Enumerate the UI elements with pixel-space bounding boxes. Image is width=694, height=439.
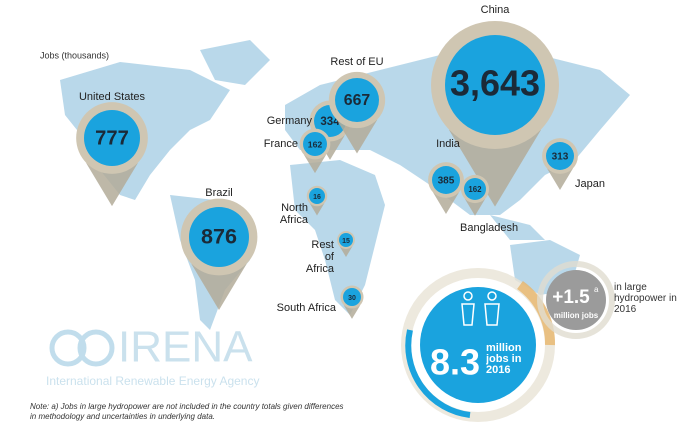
hydropower-label-box: in large hydropower in 2016 xyxy=(614,282,677,315)
pin-value: 334 xyxy=(320,116,340,128)
pin xyxy=(546,142,574,170)
pin xyxy=(189,207,249,267)
pin-value: 30 xyxy=(348,295,356,302)
hydropower-badge: +1.5 a million jobs in large hydropower … xyxy=(537,261,677,339)
total-badge: 8.3 million jobs in 2016 xyxy=(401,268,556,422)
pin-label: South Africa xyxy=(277,302,337,314)
pin-label: North Africa xyxy=(280,202,309,226)
pin-label: Rest of Africa xyxy=(306,239,335,275)
footnote-box: Note: a) Jobs in large hydropower are no… xyxy=(30,402,344,421)
pin xyxy=(303,132,327,156)
legend-label: Jobs (thousands) xyxy=(40,50,109,60)
logo: IRENA International Renewable Energy Age… xyxy=(46,323,259,389)
pin-value: 385 xyxy=(438,176,455,187)
pin xyxy=(339,233,353,247)
pin-tail xyxy=(448,129,542,207)
hydropower-unit: million jobs xyxy=(554,311,599,320)
pin xyxy=(464,178,486,200)
pin-tail xyxy=(547,168,573,191)
pin-value: 3,643 xyxy=(450,63,540,104)
pin-tail xyxy=(343,305,361,319)
pin-value: 667 xyxy=(344,92,371,109)
total-label-box: million jobs in 2016 xyxy=(486,343,522,376)
logo-subtitle: International Renewable Energy Agency xyxy=(46,374,259,388)
pin xyxy=(432,166,460,194)
pin-label: China xyxy=(481,4,511,16)
pin-value: 777 xyxy=(95,127,129,149)
pin-tail xyxy=(336,119,378,154)
pin-tail xyxy=(309,203,325,216)
footnote: Note: a) Jobs in large hydropower are no… xyxy=(30,402,344,421)
hydropower-value: +1.5 xyxy=(552,287,590,308)
pin-tail xyxy=(464,198,486,216)
pin xyxy=(309,188,325,204)
hydropower-label: in large hydropower in 2016 xyxy=(614,282,677,315)
pin-tail xyxy=(433,192,459,215)
pin-label: Germany xyxy=(267,115,313,127)
pin-value: 876 xyxy=(201,224,237,249)
logo-name: IRENA xyxy=(118,323,253,372)
pin-value: 162 xyxy=(308,139,323,149)
pin-label: Bangladesh xyxy=(460,222,518,234)
total-label: million jobs in 2016 xyxy=(486,343,522,376)
pin-label: France xyxy=(264,138,298,150)
pins: 777 United States 876 Brazil 334 Germany 162 Fr… xyxy=(76,4,605,319)
pin-value: 313 xyxy=(552,152,569,163)
pin-tail xyxy=(191,263,247,310)
hydropower-note-mark: a xyxy=(594,285,599,294)
pin xyxy=(335,78,379,122)
pin-label: Japan xyxy=(575,178,605,190)
pin-value: 162 xyxy=(468,185,482,194)
pin-value: 15 xyxy=(342,238,350,245)
total-value: 8.3 xyxy=(430,342,480,383)
pin xyxy=(445,35,545,135)
pin-label: India xyxy=(436,138,461,150)
pin-tail xyxy=(86,163,138,207)
pin-tail xyxy=(303,154,327,174)
pin-label: Rest of EU xyxy=(330,56,383,68)
pin-label: United States xyxy=(79,91,146,103)
pin xyxy=(343,288,361,306)
pin-tail xyxy=(339,246,353,258)
pin-value: 16 xyxy=(313,194,321,201)
pin-label: Brazil xyxy=(205,187,233,199)
pin xyxy=(84,110,140,166)
